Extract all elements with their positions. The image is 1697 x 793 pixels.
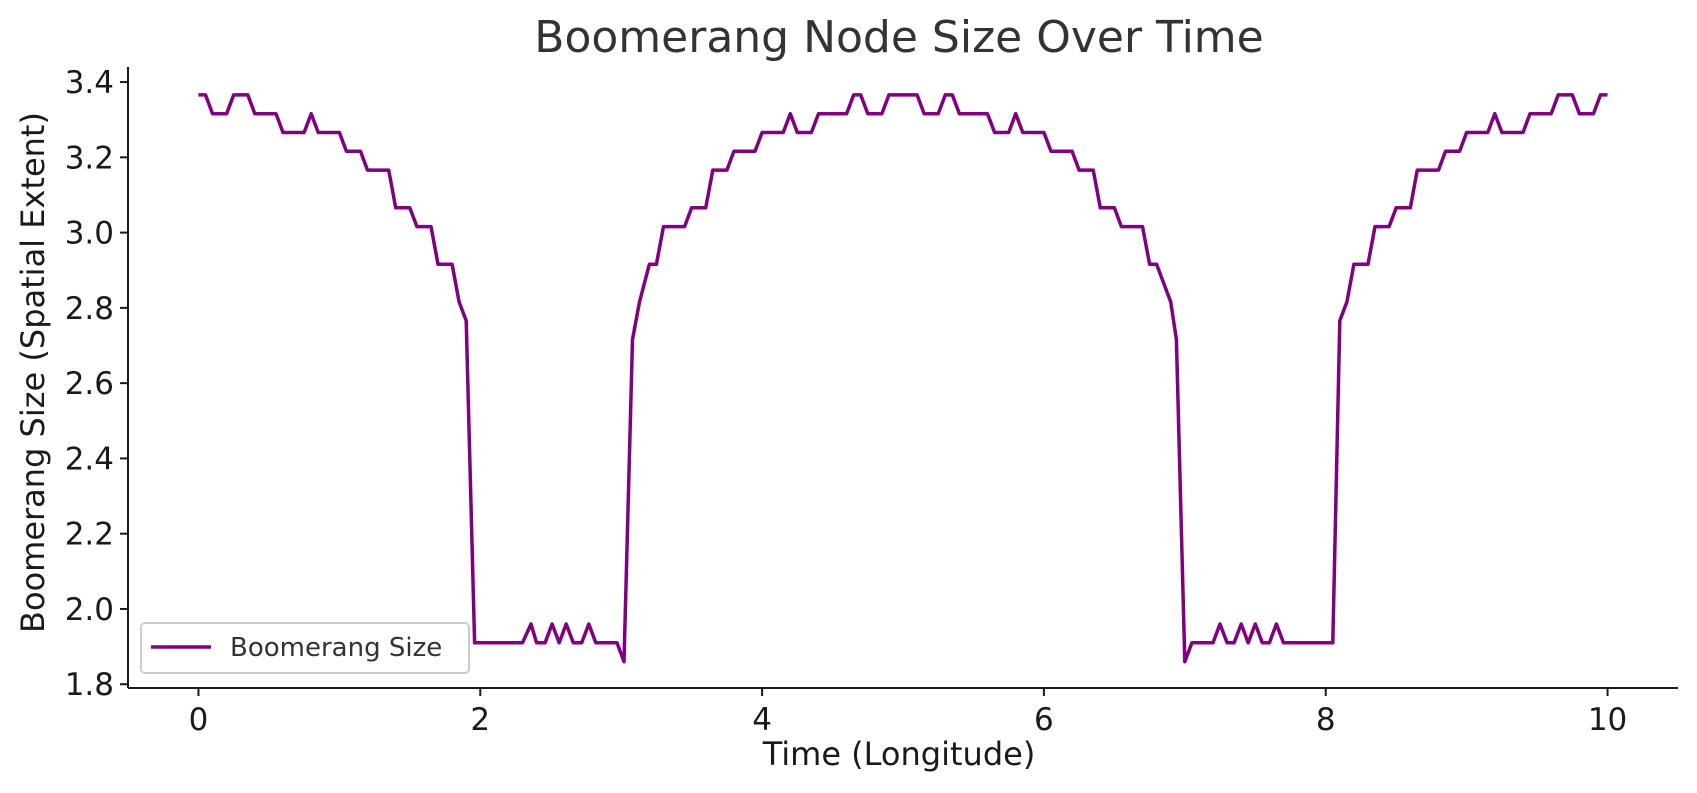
- x-axis-ticks: 0 2 4 6 8 10: [189, 688, 1627, 738]
- y-tick-label: 2.4: [65, 441, 114, 477]
- y-axis-label: Boomerang Size (Spatial Extent): [14, 112, 52, 633]
- y-tick-label: 3.0: [65, 216, 114, 252]
- y-axis-ticks: 1.8 2.0 2.2 2.4 2.6 2.8 3.0 3.2 3.4: [65, 65, 128, 703]
- x-tick-label: 6: [1034, 702, 1054, 738]
- x-tick-label: 8: [1316, 702, 1336, 738]
- chart-title: Boomerang Node Size Over Time: [534, 12, 1263, 63]
- x-tick-label: 4: [752, 702, 772, 738]
- series-layer: [198, 93, 1608, 664]
- axes: [127, 67, 1678, 689]
- y-tick-label: 3.4: [65, 65, 114, 101]
- legend-label: Boomerang Size: [230, 633, 442, 663]
- x-tick-label: 10: [1588, 702, 1627, 738]
- y-tick-label: 2.6: [65, 366, 114, 402]
- y-tick-label: 2.2: [65, 517, 114, 553]
- x-tick-label: 2: [470, 702, 490, 738]
- x-axis-label: Time (Longitude): [762, 735, 1036, 773]
- legend-box: [140, 622, 470, 674]
- y-tick-label: 2.8: [65, 291, 114, 327]
- y-tick-label: 3.2: [65, 140, 114, 176]
- y-tick-label: 2.0: [65, 592, 114, 628]
- y-tick-label: 1.8: [65, 667, 114, 703]
- series-line: [198, 93, 1608, 664]
- legend: Boomerang Size: [140, 622, 470, 674]
- x-tick-label: 0: [189, 702, 209, 738]
